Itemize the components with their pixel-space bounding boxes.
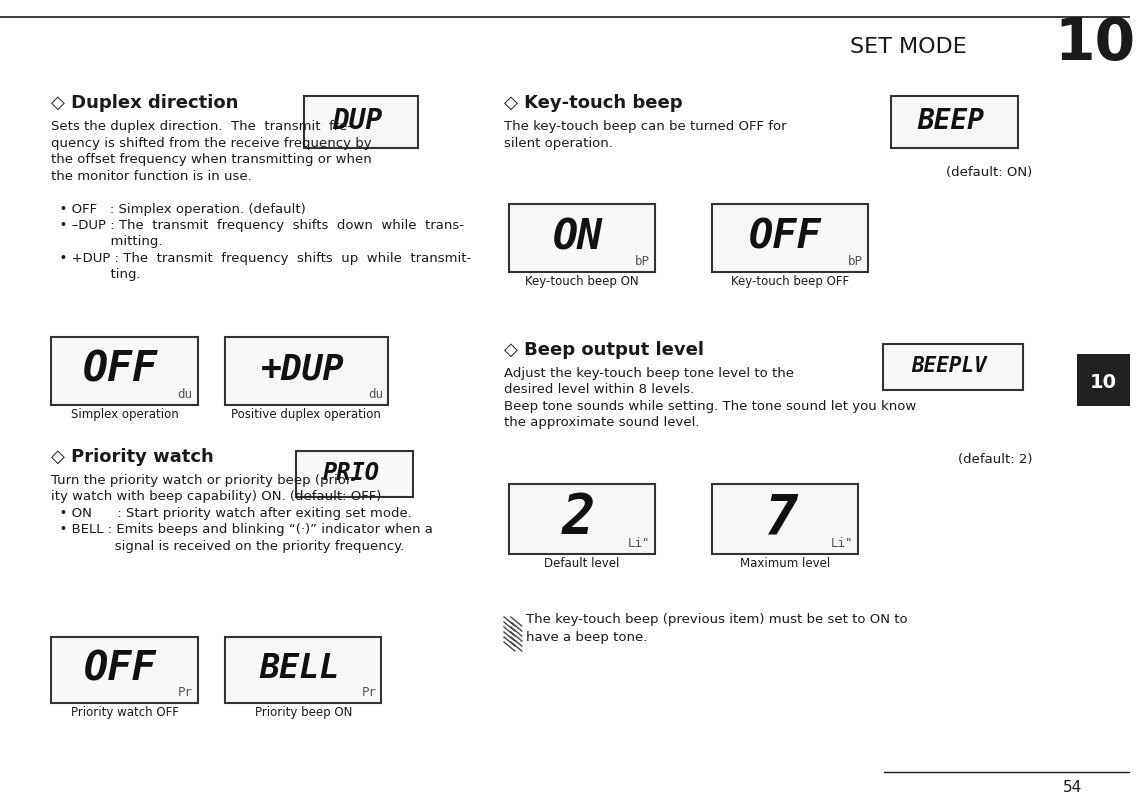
Text: • +DUP : The  transmit  frequency  shifts  up  while  transmit-: • +DUP : The transmit frequency shifts u… bbox=[51, 252, 472, 265]
Text: the offset frequency when transmitting or when: the offset frequency when transmitting o… bbox=[51, 153, 373, 166]
Text: OFF: OFF bbox=[85, 649, 157, 687]
FancyBboxPatch shape bbox=[51, 338, 198, 406]
Text: Li": Li" bbox=[628, 537, 650, 549]
Text: the approximate sound level.: the approximate sound level. bbox=[504, 416, 700, 429]
Text: PRIO: PRIO bbox=[322, 460, 379, 484]
Text: signal is received on the priority frequency.: signal is received on the priority frequ… bbox=[51, 539, 405, 553]
FancyBboxPatch shape bbox=[509, 205, 655, 273]
Text: 54: 54 bbox=[1063, 779, 1082, 794]
FancyBboxPatch shape bbox=[509, 484, 655, 554]
FancyBboxPatch shape bbox=[892, 97, 1018, 149]
Text: du: du bbox=[177, 387, 193, 400]
Text: 10: 10 bbox=[1054, 15, 1135, 72]
Text: Beep tone sounds while setting. The tone sound let you know: Beep tone sounds while setting. The tone… bbox=[504, 399, 917, 412]
Text: (default: 2): (default: 2) bbox=[958, 452, 1033, 465]
Text: Positive duplex operation: Positive duplex operation bbox=[231, 407, 382, 420]
Text: ON: ON bbox=[553, 216, 604, 257]
Text: • ON      : Start priority watch after exiting set mode.: • ON : Start priority watch after exitin… bbox=[51, 506, 413, 520]
Text: • –DUP : The  transmit  frequency  shifts  down  while  trans-: • –DUP : The transmit frequency shifts d… bbox=[51, 219, 464, 232]
Text: bP: bP bbox=[636, 255, 650, 268]
Text: ◇ Key-touch beep: ◇ Key-touch beep bbox=[504, 94, 682, 111]
Text: Li": Li" bbox=[830, 537, 853, 549]
Text: silent operation.: silent operation. bbox=[504, 136, 613, 149]
Text: ◇ Duplex direction: ◇ Duplex direction bbox=[51, 94, 239, 111]
Text: Turn the priority watch or priority beep (prior-: Turn the priority watch or priority beep… bbox=[51, 473, 355, 486]
Text: ting.: ting. bbox=[51, 268, 141, 282]
Text: Default level: Default level bbox=[544, 557, 620, 569]
Text: Pr: Pr bbox=[177, 685, 193, 698]
Bar bbox=[1077, 354, 1129, 407]
Text: Key-touch beep OFF: Key-touch beep OFF bbox=[730, 274, 848, 288]
Text: 7: 7 bbox=[764, 491, 798, 544]
Text: • BELL : Emits beeps and blinking “(·)” indicator when a: • BELL : Emits beeps and blinking “(·)” … bbox=[51, 523, 433, 536]
Text: 10: 10 bbox=[1089, 373, 1117, 392]
FancyBboxPatch shape bbox=[225, 338, 389, 406]
Text: Key-touch beep ON: Key-touch beep ON bbox=[526, 274, 639, 288]
Text: quency is shifted from the receive frequency by: quency is shifted from the receive frequ… bbox=[51, 136, 371, 149]
Text: OFF: OFF bbox=[83, 349, 158, 391]
FancyBboxPatch shape bbox=[51, 638, 198, 703]
Text: bP: bP bbox=[848, 255, 863, 268]
Text: the monitor function is in use.: the monitor function is in use. bbox=[51, 169, 253, 182]
Text: DUP: DUP bbox=[333, 107, 383, 135]
Text: ◇ Priority watch: ◇ Priority watch bbox=[51, 448, 214, 465]
Text: du: du bbox=[368, 387, 383, 400]
Text: The key-touch beep can be turned OFF for: The key-touch beep can be turned OFF for bbox=[504, 119, 786, 133]
Text: Sets the duplex direction.  The  transmit  fre-: Sets the duplex direction. The transmit … bbox=[51, 119, 352, 133]
Text: (default: ON): (default: ON) bbox=[946, 166, 1033, 179]
Text: desired level within 8 levels.: desired level within 8 levels. bbox=[504, 383, 694, 396]
Text: Pr: Pr bbox=[361, 685, 376, 698]
Text: Priority watch OFF: Priority watch OFF bbox=[71, 705, 178, 718]
Text: Adjust the key-touch beep tone level to the: Adjust the key-touch beep tone level to … bbox=[504, 367, 794, 379]
FancyBboxPatch shape bbox=[225, 638, 382, 703]
Text: Simplex operation: Simplex operation bbox=[71, 407, 178, 420]
FancyBboxPatch shape bbox=[882, 345, 1023, 391]
Text: mitting.: mitting. bbox=[51, 235, 163, 248]
Text: BEEPLV: BEEPLV bbox=[911, 355, 986, 375]
Text: • OFF   : Simplex operation. (default): • OFF : Simplex operation. (default) bbox=[51, 202, 306, 215]
Text: +DUP: +DUP bbox=[261, 353, 345, 387]
Text: The key-touch beep (previous item) must be set to ON to: The key-touch beep (previous item) must … bbox=[526, 612, 908, 626]
Text: BELL: BELL bbox=[259, 652, 339, 685]
Text: have a beep tone.: have a beep tone. bbox=[526, 630, 647, 643]
FancyBboxPatch shape bbox=[712, 205, 868, 273]
Text: Maximum level: Maximum level bbox=[740, 557, 830, 569]
Text: ◇ Beep output level: ◇ Beep output level bbox=[504, 341, 704, 358]
FancyBboxPatch shape bbox=[712, 484, 857, 554]
Text: OFF: OFF bbox=[750, 217, 822, 256]
Text: SET MODE: SET MODE bbox=[850, 37, 967, 57]
FancyBboxPatch shape bbox=[304, 97, 418, 149]
Text: BEEP: BEEP bbox=[917, 107, 984, 135]
Text: 2: 2 bbox=[561, 491, 594, 544]
Text: Priority beep ON: Priority beep ON bbox=[255, 705, 352, 718]
FancyBboxPatch shape bbox=[296, 452, 413, 497]
Text: ity watch with beep capability) ON. (default: OFF): ity watch with beep capability) ON. (def… bbox=[51, 490, 382, 503]
